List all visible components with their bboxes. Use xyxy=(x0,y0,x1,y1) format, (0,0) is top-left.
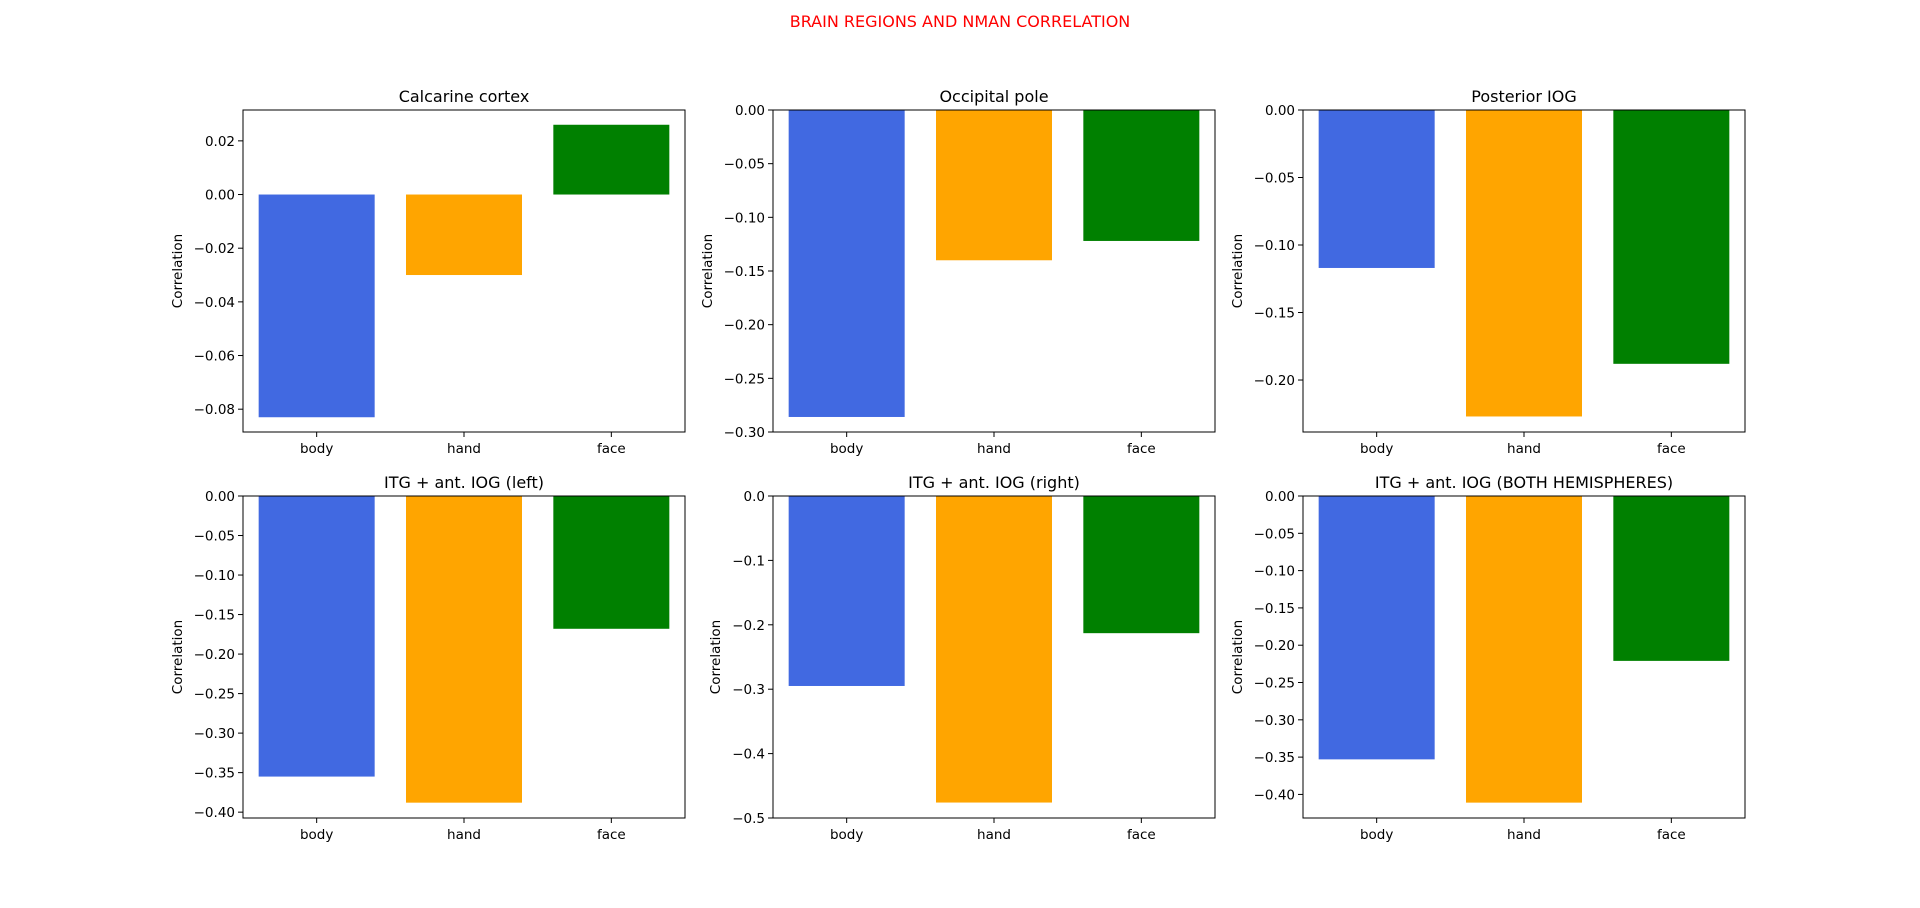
y-tick-label: −0.20 xyxy=(1254,638,1295,654)
y-tick-label: −0.20 xyxy=(194,647,235,663)
y-tick-label: −0.40 xyxy=(1254,787,1295,803)
y-tick-label: −0.30 xyxy=(1254,713,1295,729)
y-tick-label: −0.20 xyxy=(1254,373,1295,389)
y-tick-label: −0.35 xyxy=(194,766,235,782)
bar-body xyxy=(258,194,375,418)
y-tick-label: −0.25 xyxy=(1254,676,1295,692)
x-tick-label: hand xyxy=(447,827,481,843)
x-tick-label: body xyxy=(830,827,863,843)
bar-hand xyxy=(1466,496,1582,803)
x-tick-label: body xyxy=(1360,441,1393,457)
bar-body xyxy=(788,110,905,417)
y-tick-label: −0.05 xyxy=(724,157,765,173)
subplot-title: ITG + ant. IOG (left) xyxy=(384,473,544,492)
y-tick-label: −0.10 xyxy=(1254,564,1295,580)
subplot-title: Posterior IOG xyxy=(1471,87,1577,106)
y-tick-label: 0.00 xyxy=(735,103,765,119)
bar-face xyxy=(1613,496,1730,661)
bar-face xyxy=(1083,110,1200,241)
y-axis-label: Correlation xyxy=(700,234,716,308)
y-tick-label: 0.02 xyxy=(205,134,235,150)
y-axis-label: Correlation xyxy=(1230,620,1246,694)
subplot-title: Calcarine cortex xyxy=(399,87,530,106)
subplot-3: −0.20 −0.15 −0.10 −0.05 0.00 body hand face Post… xyxy=(1230,87,1746,457)
x-tick-label: hand xyxy=(1507,441,1541,457)
y-tick-label: −0.2 xyxy=(732,618,765,634)
x-tick-label: body xyxy=(1360,827,1393,843)
bar-hand xyxy=(406,194,522,276)
y-tick-label: −0.1 xyxy=(732,553,765,569)
y-tick-label: −0.05 xyxy=(194,529,235,545)
y-tick-label: −0.05 xyxy=(1254,171,1295,187)
y-tick-label: −0.3 xyxy=(732,682,765,698)
y-axis-label: Correlation xyxy=(170,620,186,694)
y-tick-label: 0.0 xyxy=(744,489,765,505)
x-tick-label: face xyxy=(597,827,626,843)
subplot-title: Occipital pole xyxy=(939,87,1048,106)
bar-face xyxy=(1613,110,1730,364)
y-tick-label: −0.30 xyxy=(194,726,235,742)
x-tick-label: face xyxy=(597,441,626,457)
x-tick-label: body xyxy=(830,441,863,457)
y-axis-label: Correlation xyxy=(170,234,186,308)
bar-body xyxy=(1318,496,1435,760)
x-tick-label: face xyxy=(1657,441,1686,457)
y-tick-label: −0.30 xyxy=(724,425,765,441)
y-tick-label: −0.04 xyxy=(194,295,235,311)
bar-hand xyxy=(936,110,1052,261)
y-tick-label: −0.15 xyxy=(194,608,235,624)
y-tick-label: −0.15 xyxy=(1254,306,1295,322)
y-tick-label: −0.25 xyxy=(724,371,765,387)
y-tick-label: −0.4 xyxy=(732,747,765,763)
subplot-5: −0.5 −0.4 −0.3 −0.2 −0.1 0.0 body hand face ITG +… xyxy=(708,473,1216,843)
bar-face xyxy=(553,124,670,195)
bar-face xyxy=(1083,496,1200,634)
bar-body xyxy=(788,496,905,686)
subplot-1: −0.08 −0.06 −0.04 −0.02 0.00 0.02 body hand face… xyxy=(170,87,686,457)
y-tick-label: 0.00 xyxy=(1265,489,1295,505)
y-tick-label: −0.08 xyxy=(194,402,235,418)
y-tick-label: −0.15 xyxy=(724,264,765,280)
y-tick-label: −0.06 xyxy=(194,349,235,365)
y-axis-label: Correlation xyxy=(708,620,724,694)
y-tick-label: −0.15 xyxy=(1254,601,1295,617)
x-tick-label: hand xyxy=(977,441,1011,457)
y-tick-label: −0.20 xyxy=(724,318,765,334)
y-tick-label: −0.02 xyxy=(194,241,235,257)
y-tick-label: 0.00 xyxy=(1265,103,1295,119)
x-tick-label: face xyxy=(1127,827,1156,843)
subplot-title: ITG + ant. IOG (BOTH HEMISPHERES) xyxy=(1375,473,1673,492)
y-tick-label: −0.25 xyxy=(194,687,235,703)
y-axis-label: Correlation xyxy=(1230,234,1246,308)
subplot-6: −0.40 −0.35 −0.30 −0.25 −0.20 −0.15 −0.10 −0.05… xyxy=(1230,473,1746,843)
x-tick-label: face xyxy=(1127,441,1156,457)
y-tick-label: −0.5 xyxy=(732,811,765,827)
y-tick-label: −0.10 xyxy=(724,210,765,226)
bar-hand xyxy=(1466,110,1582,417)
bar-hand xyxy=(406,496,522,803)
x-tick-label: body xyxy=(300,441,333,457)
bar-hand xyxy=(936,496,1052,803)
bar-body xyxy=(258,496,375,777)
y-tick-label: −0.05 xyxy=(1254,526,1295,542)
x-tick-label: hand xyxy=(447,441,481,457)
x-tick-label: face xyxy=(1657,827,1686,843)
subplot-title: ITG + ant. IOG (right) xyxy=(908,473,1080,492)
y-tick-label: −0.10 xyxy=(1254,238,1295,254)
subplot-2: −0.30 −0.25 −0.20 −0.15 −0.10 −0.05 0.00 body ha… xyxy=(700,87,1216,457)
y-tick-label: −0.35 xyxy=(1254,750,1295,766)
y-tick-label: 0.00 xyxy=(205,188,235,204)
x-tick-label: body xyxy=(300,827,333,843)
y-tick-label: −0.40 xyxy=(194,805,235,821)
bar-body xyxy=(1318,110,1435,268)
x-tick-label: hand xyxy=(977,827,1011,843)
x-tick-label: hand xyxy=(1507,827,1541,843)
y-tick-label: 0.00 xyxy=(205,489,235,505)
subplot-4: −0.40 −0.35 −0.30 −0.25 −0.20 −0.15 −0.10 −0.05… xyxy=(170,473,686,843)
y-tick-label: −0.10 xyxy=(194,568,235,584)
figure-title: BRAIN REGIONS AND NMAN CORRELATION xyxy=(789,12,1131,31)
bar-face xyxy=(553,496,670,629)
